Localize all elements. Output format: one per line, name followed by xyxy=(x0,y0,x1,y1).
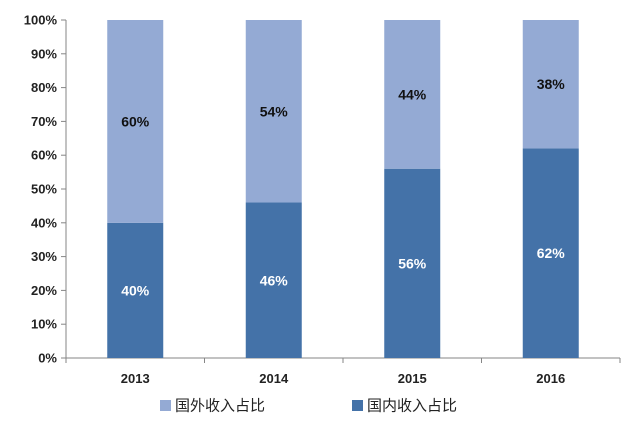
y-tick-label: 100% xyxy=(24,13,58,28)
y-tick-label: 20% xyxy=(31,283,57,298)
legend-label: 国内收入占比 xyxy=(367,397,457,415)
y-tick-label: 10% xyxy=(31,317,57,332)
y-tick-label: 80% xyxy=(31,80,57,95)
bar-segment xyxy=(522,20,579,149)
x-tick-label: 2016 xyxy=(536,371,565,386)
x-tick-label: 2014 xyxy=(259,371,289,386)
y-tick-label: 50% xyxy=(31,182,57,197)
data-label: 62% xyxy=(537,245,566,261)
bar-segment xyxy=(522,148,579,358)
legend-swatch xyxy=(352,400,363,411)
bar-segment xyxy=(107,20,164,223)
legend-label: 国外收入占比 xyxy=(175,397,265,415)
y-tick-label: 60% xyxy=(31,148,57,163)
y-tick-label: 40% xyxy=(31,215,57,230)
bar-segment xyxy=(107,222,164,358)
legend-swatch xyxy=(160,400,171,411)
y-tick-label: 70% xyxy=(31,114,57,129)
bar-segment xyxy=(245,20,302,203)
data-label: 56% xyxy=(398,255,427,271)
data-label: 54% xyxy=(260,103,289,119)
y-tick-label: 30% xyxy=(31,249,57,264)
bars: 40% 60% 46% 54% 56% 44% 62% 38% xyxy=(107,20,579,358)
data-label: 46% xyxy=(260,272,289,288)
bar-segment xyxy=(384,168,441,358)
data-label: 44% xyxy=(398,86,427,102)
data-label: 60% xyxy=(121,113,150,129)
x-tick-label: 2013 xyxy=(121,371,150,386)
x-axis: 2013 2014 2015 2016 xyxy=(65,357,621,386)
y-tick-label: 0% xyxy=(38,351,57,366)
y-axis: 0% 10% 20% 30% 40% 50% 60% 70% 80% 90% 100% xyxy=(24,13,67,366)
data-label: 38% xyxy=(537,76,566,92)
y-tick-label: 90% xyxy=(31,46,57,61)
legend: 国外收入占比 国内收入占比 xyxy=(160,397,457,415)
bar-segment xyxy=(384,20,441,169)
x-tick-label: 2015 xyxy=(398,371,427,386)
bar-segment xyxy=(245,202,302,358)
data-label: 40% xyxy=(121,282,150,298)
